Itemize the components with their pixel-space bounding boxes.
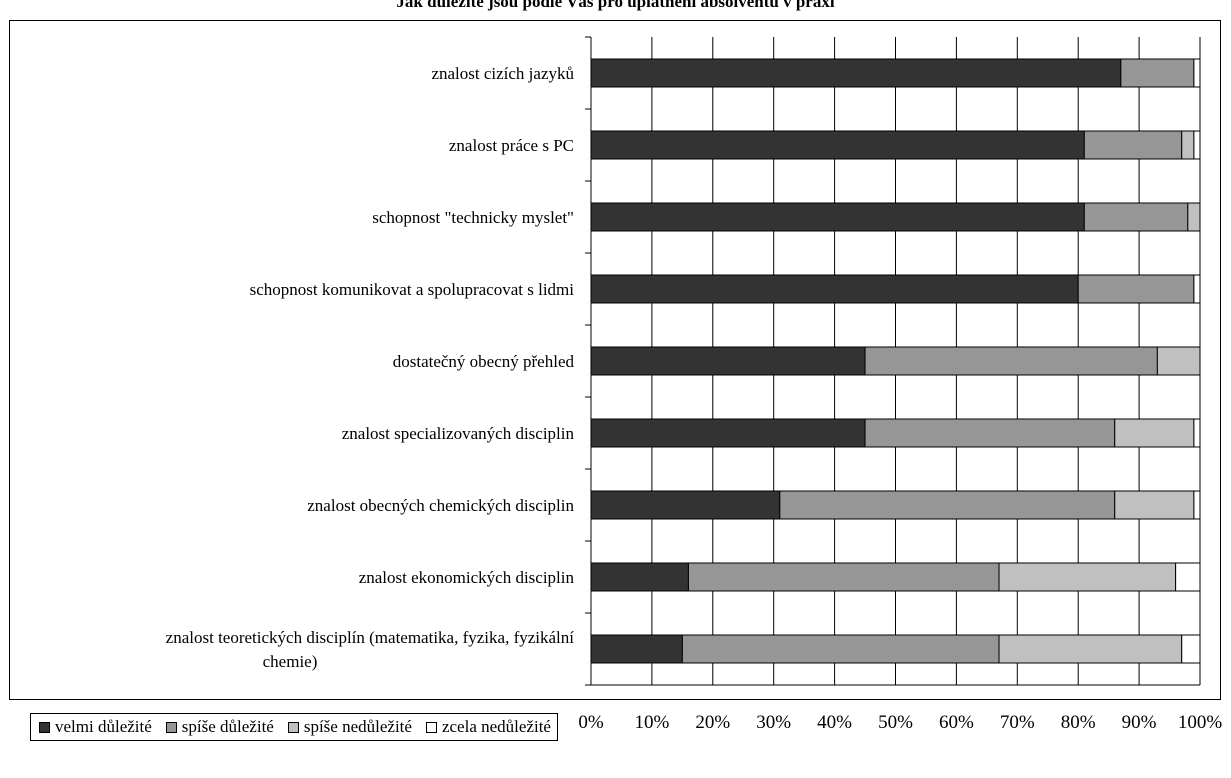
legend-swatch [39,721,50,733]
legend-item: zcela nedůležité [425,717,551,737]
bar-segment [1181,634,1201,664]
x-tick-label: 80% [1061,712,1096,733]
bar-segment [590,202,1085,232]
bar-segment [590,58,1122,88]
legend-label: spíše nedůležité [303,717,412,736]
bar-segment [1193,58,1201,88]
category-label: znalost práce s PC [449,136,574,155]
chart-legend: velmi důležité spíše důležité spíše nedůle… [30,713,558,741]
category-label: chemie) [263,652,318,671]
legend-item: spíše nedůležité [287,717,412,737]
x-tick-label: 60% [939,712,974,733]
bar-segment [1114,490,1195,520]
bar-segment [1193,274,1201,304]
legend-item: velmi důležité [39,717,152,737]
x-tick-label: 40% [817,712,852,733]
bar-segment [1083,202,1189,232]
x-tick-label: 70% [1000,712,1035,733]
category-label: znalost obecných chemických disciplin [307,496,574,515]
bar-segment [590,274,1079,304]
bar-segment [864,346,1158,376]
legend-label: zcela nedůležité [441,717,551,736]
x-tick-label: 90% [1122,712,1157,733]
bar-segment [1187,202,1201,232]
legend-label: velmi důležité [55,717,152,736]
x-tick-label: 0% [578,712,604,733]
bar-segment [590,346,866,376]
category-label: znalost ekonomických disciplin [359,568,575,587]
legend-label: spíše důležité [181,717,274,736]
bar-segment [1120,58,1195,88]
bar-segment [998,634,1183,664]
bar-segment [590,634,683,664]
category-label: schopnost komunikovat a spolupracovat s … [250,280,575,299]
bar-segment [590,562,689,592]
category-label: znalost specializovaných disciplin [342,424,575,443]
category-label: schopnost "technicky myslet" [372,208,574,227]
bar-segment [590,418,866,448]
x-tick-label: 30% [756,712,791,733]
legend-swatch [165,721,177,733]
bar-segment [779,490,1116,520]
bar-segment [1077,274,1195,304]
bar-segment [1193,418,1201,448]
bar-segment [864,418,1116,448]
legend-item: spíše důležité [165,717,274,737]
bar-segment [681,634,1000,664]
bar-segment [998,562,1177,592]
bar-segment [1175,562,1201,592]
bar-segment [590,130,1085,160]
chart-area [9,20,1221,700]
bar-segment [1193,130,1201,160]
bar-segment [1193,490,1201,520]
legend-swatch [287,721,299,733]
x-tick-label: 50% [878,712,913,733]
category-label: dostatečný obecný přehled [393,352,575,371]
bar-segment [687,562,1000,592]
chart-title: Jak důležité jsou podle Vás pro uplatněn… [396,0,835,11]
bar-segment [1156,346,1201,376]
bar-segment [590,490,781,520]
legend-swatch [425,721,437,733]
x-tick-label: 100% [1178,712,1223,733]
bar-segment [1114,418,1195,448]
x-tick-label: 20% [695,712,730,733]
bar-segment [1083,130,1183,160]
x-tick-label: 10% [634,712,669,733]
category-label: znalost cizích jazyků [431,64,574,83]
category-label: znalost teoretických disciplín (matemati… [166,628,575,647]
bar-segment [1181,130,1195,160]
